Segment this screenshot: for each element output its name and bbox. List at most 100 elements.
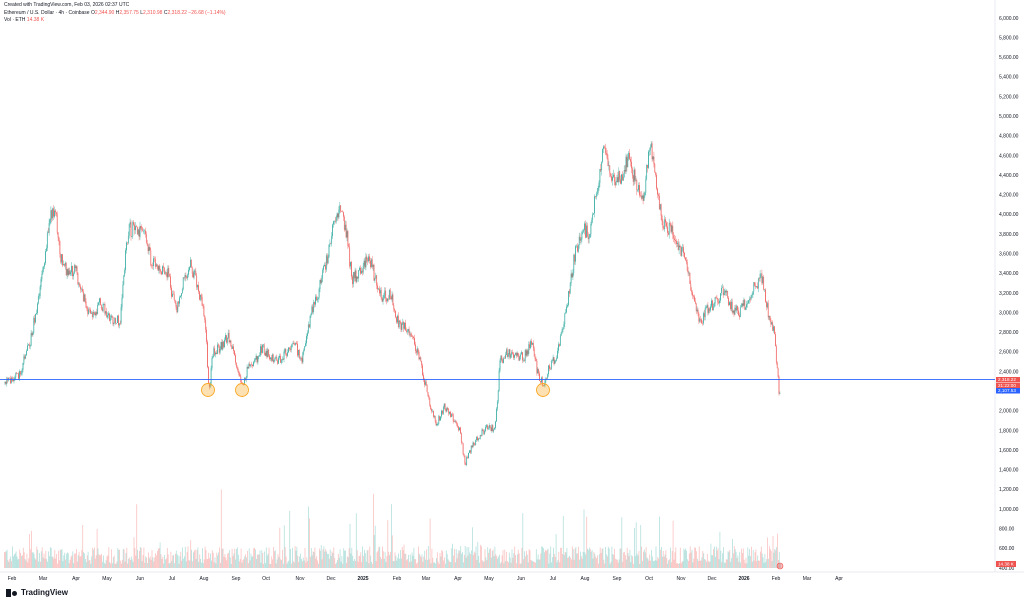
volume-bar <box>452 543 453 568</box>
volume-bar <box>337 559 338 568</box>
candle-body <box>193 270 195 278</box>
volume-bar <box>420 557 422 568</box>
candle-body <box>469 450 471 453</box>
price-tick-label: 2,400.00 <box>999 369 1019 375</box>
candle-body <box>543 385 545 386</box>
volume-bar <box>569 555 570 568</box>
volume-bar <box>359 555 361 568</box>
candle-body <box>699 319 701 322</box>
volume-bar <box>198 561 200 568</box>
candle-body <box>468 452 469 459</box>
volume-bar <box>638 550 640 568</box>
volume-bar <box>209 558 210 568</box>
volume-bar <box>643 551 644 568</box>
volume-bar <box>472 555 474 568</box>
volume-bar <box>691 549 693 568</box>
volume-bar <box>487 547 489 568</box>
volume-bar <box>142 555 144 568</box>
candle-body <box>405 322 406 331</box>
candle-body <box>170 276 171 288</box>
volume-bar <box>37 549 39 568</box>
candle-body <box>334 221 336 222</box>
volume-bar <box>693 558 695 568</box>
candle-body <box>327 256 329 264</box>
candle-body <box>122 284 124 298</box>
candle-body <box>100 298 101 305</box>
candle-body <box>570 273 572 284</box>
volume-bar <box>507 561 508 568</box>
volume-bar <box>603 559 605 568</box>
candle-body <box>762 276 764 284</box>
volume-bar <box>757 555 759 568</box>
candle-body <box>584 223 585 231</box>
candle-body <box>53 208 54 217</box>
candle-body <box>219 349 221 353</box>
volume-bar <box>85 562 87 568</box>
candle-body <box>721 287 722 294</box>
candle-body <box>527 350 529 354</box>
candle-body <box>187 274 189 279</box>
candle-body <box>670 223 672 232</box>
candle-body <box>336 213 338 218</box>
volume-bar <box>223 556 225 568</box>
candle-body <box>12 379 14 382</box>
candle-body <box>236 366 238 369</box>
candle-body <box>362 265 364 273</box>
volume-bar <box>570 557 571 568</box>
volume-bar <box>470 554 471 568</box>
candle-body <box>320 279 322 283</box>
candle-body <box>507 354 509 357</box>
candle-body <box>573 254 575 273</box>
candle-body <box>390 297 392 300</box>
volume-bar <box>427 546 429 568</box>
candle-body <box>123 275 125 285</box>
candle-body <box>498 370 500 391</box>
candle-body <box>492 424 494 432</box>
volume-bar <box>656 560 658 568</box>
candle-body <box>83 294 85 302</box>
volume-bar <box>706 553 708 568</box>
volume-bar <box>710 543 712 568</box>
candle-body <box>727 290 729 298</box>
volume-bar <box>518 553 520 568</box>
candle-body <box>547 374 549 379</box>
volume-bar <box>310 556 311 568</box>
volume-bar <box>253 548 255 568</box>
candle-body <box>156 264 158 267</box>
candle-body <box>233 346 234 351</box>
volume-value: 14.38 K <box>26 17 45 23</box>
volume-bar <box>658 558 660 568</box>
candle-body <box>595 194 597 198</box>
price-tag-background <box>996 388 1020 394</box>
candle-body <box>208 383 210 388</box>
candle-body <box>719 300 720 304</box>
candle-body <box>335 217 337 222</box>
volume-bar <box>497 558 498 568</box>
candle-body <box>577 245 578 252</box>
candle-body <box>616 177 618 183</box>
volume-bar <box>104 563 106 568</box>
price-tick-label: 5,600.00 <box>999 55 1019 61</box>
volume-bar <box>372 563 373 568</box>
volume-bar <box>533 561 534 568</box>
candle-body <box>625 156 627 172</box>
volume-bar <box>172 555 174 568</box>
candle-body <box>325 255 327 270</box>
candle-body <box>64 262 66 266</box>
volume-bar <box>111 549 112 568</box>
candle-body <box>218 346 220 353</box>
candle-body <box>742 303 744 306</box>
volume-bar <box>540 553 542 568</box>
volume-bar <box>460 546 462 568</box>
volume-bar <box>631 555 633 568</box>
volume-bar <box>526 550 527 568</box>
candle-body <box>97 304 99 314</box>
time-tick-label: Mar <box>803 576 812 582</box>
candle-body <box>146 242 148 246</box>
candle-body <box>482 429 484 431</box>
volume-bar <box>480 544 481 568</box>
candle-body <box>595 196 596 198</box>
candle-body <box>197 285 198 288</box>
candle-body <box>162 266 163 275</box>
